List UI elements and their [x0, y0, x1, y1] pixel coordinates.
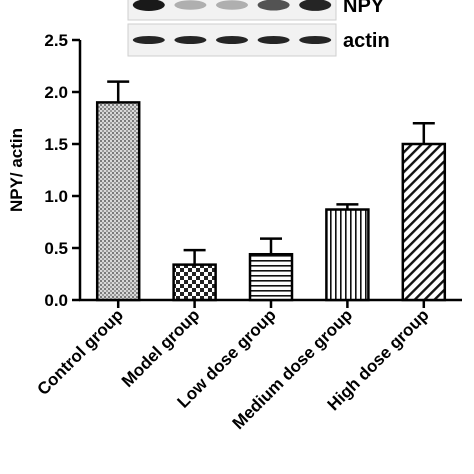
bar	[172, 263, 217, 302]
y-tick-label: 1.0	[44, 187, 68, 206]
bar	[401, 142, 447, 302]
blot-label-npy: NPY	[343, 0, 385, 17]
blot-band	[257, 0, 290, 11]
error-bars	[107, 80, 435, 265]
y-tick-label: 2.0	[44, 83, 68, 102]
bar	[248, 252, 294, 302]
blot-band	[132, 0, 165, 11]
blot-band	[132, 36, 165, 44]
y-axis-title: NPY/ actin	[7, 128, 26, 212]
y-tick-label: 0.5	[44, 239, 68, 258]
blot-band	[216, 36, 248, 44]
x-tick-label: Model group	[118, 305, 204, 391]
y-tick-label: 0.0	[44, 291, 68, 310]
western-blot-inset: NPY actin	[127, 0, 390, 57]
blot-band	[174, 36, 207, 44]
blot-band	[174, 0, 207, 10]
axes: 0.0 0.5 1.0 1.5 2.0 2.5	[44, 31, 462, 310]
blot-band	[216, 0, 248, 10]
bars	[95, 101, 447, 302]
y-tick-label: 2.5	[44, 31, 68, 50]
y-tick-label: 1.5	[44, 135, 68, 154]
blot-label-actin: actin	[343, 30, 390, 52]
blot-band	[299, 0, 332, 11]
blot-band	[257, 36, 290, 44]
x-tick-label: Control group	[33, 305, 127, 399]
blot-band	[299, 36, 332, 44]
bar	[95, 101, 141, 302]
bar	[325, 208, 370, 302]
